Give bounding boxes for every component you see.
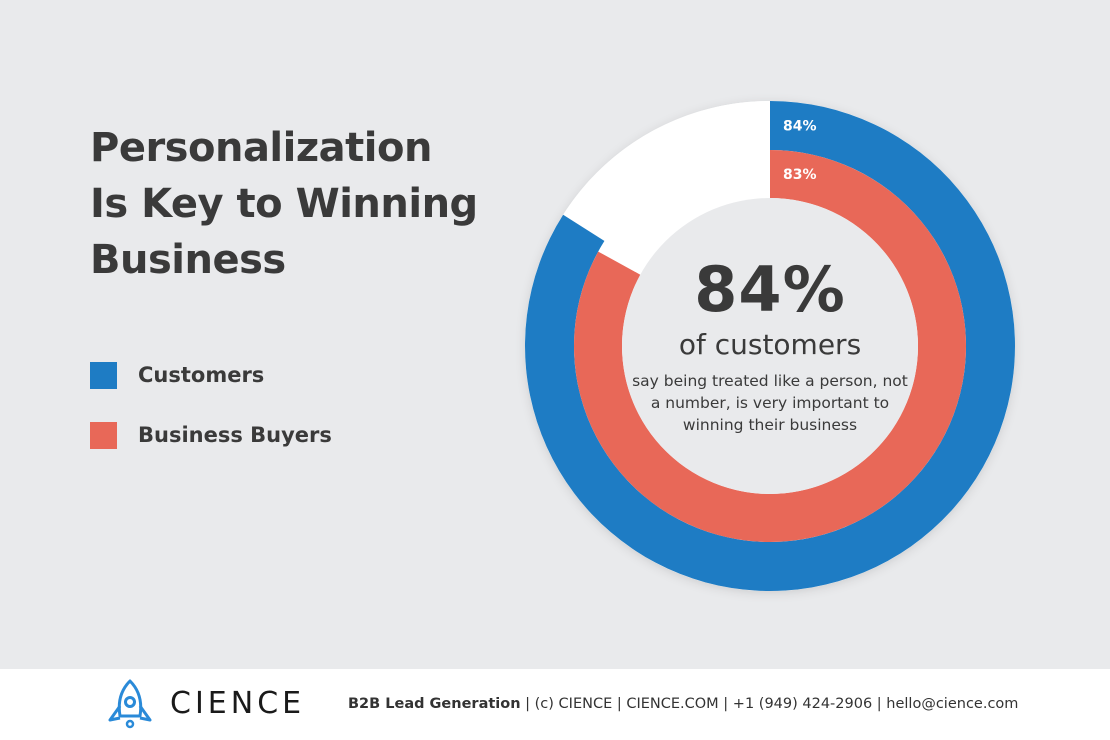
infographic-panel: Personalization Is Key to Winning Busine… [90,101,1016,592]
footer-contact-details: | (c) CIENCE | CIENCE.COM | +1 (949) 424… [520,696,1019,712]
legend-swatch-business-buyers [90,422,117,449]
legend-label-business-buyers: Business Buyers [138,423,332,447]
center-big-value: 84% [694,253,846,326]
footer-tagline: B2B Lead Generation [348,696,521,712]
donut-label-business-buyers: 83% [783,167,817,183]
center-subtitle: of customers [678,328,862,361]
footer-contact-line: B2B Lead Generation | (c) CIENCE | CIENC… [348,694,1018,714]
donut-remainder-customers [563,101,770,241]
donut-remainder-business-buyers [598,150,770,275]
center-description: say being treated like a person, not a n… [632,372,908,434]
legend-swatch-customers [90,362,117,389]
donut-label-customers: 84% [783,119,817,135]
title-line-2: Is Key to Winning [90,181,478,227]
brand-logo-text: CIENCE [170,686,306,721]
page-title: Personalization Is Key to Winning Busine… [90,120,530,288]
rocket-icon [108,679,152,729]
legend-label-customers: Customers [138,363,265,387]
title-line-1: Personalization [90,125,432,171]
donut-chart: 84% 83% [525,101,1016,592]
donut-center-text: 84% of customers say being treated like … [620,252,920,436]
footer-bar: CIENCE B2B Lead Generation | (c) CIENCE … [0,669,1110,740]
title-line-3: Business [90,237,286,283]
donut-hole [622,198,918,494]
